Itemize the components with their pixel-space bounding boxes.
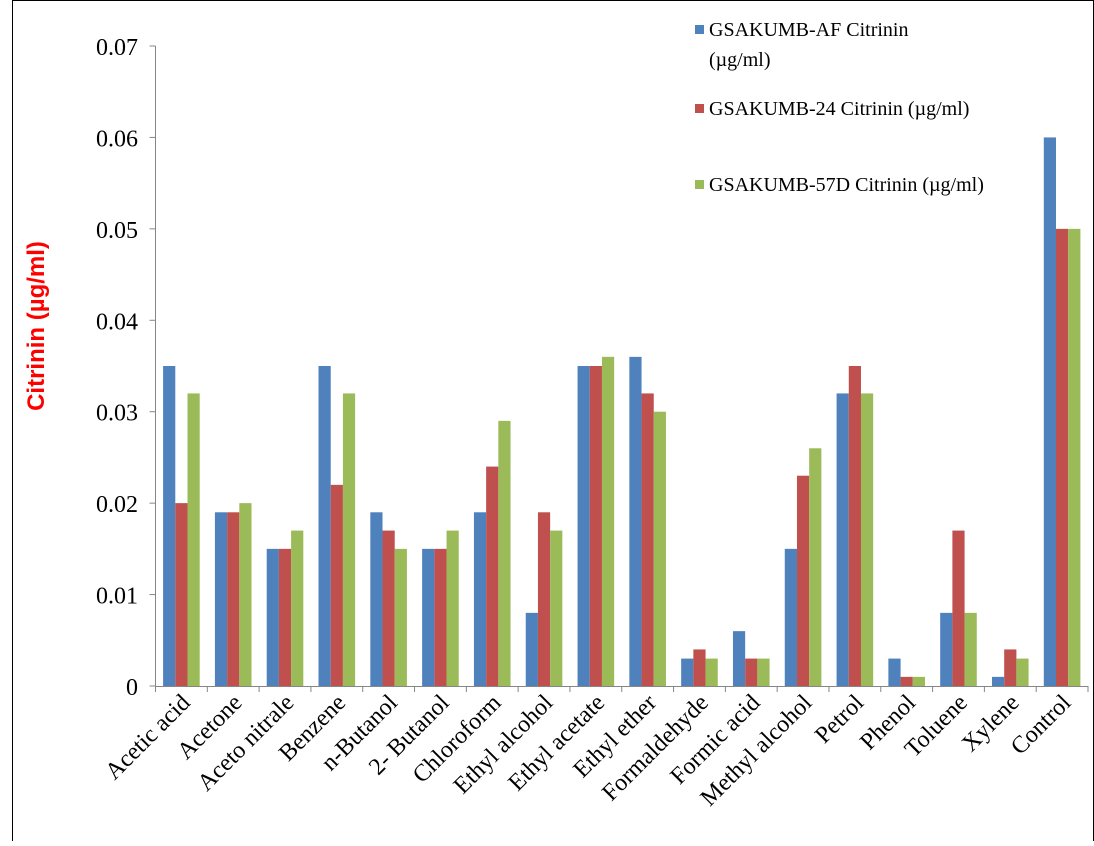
bar [836, 393, 849, 686]
bar [342, 393, 356, 686]
bar [175, 503, 188, 686]
legend-label: (µg/ml) [709, 49, 771, 71]
legend-label: GSAKUMB-24 Citrinin (µg/ml) [709, 98, 969, 120]
y-tick-label: 0.05 [96, 218, 138, 244]
bar [187, 393, 200, 686]
bar [641, 393, 654, 686]
bar [952, 530, 965, 686]
bar [681, 658, 694, 686]
bar [1016, 658, 1029, 686]
legend-label: GSAKUMB-AF Citrinin [709, 19, 908, 41]
bar [278, 548, 292, 686]
bar [266, 548, 279, 686]
bar [848, 366, 861, 686]
bar [330, 484, 343, 686]
bar [525, 612, 538, 686]
axes-layer [149, 45, 1089, 692]
y-tick-label: 0.04 [96, 309, 138, 335]
legend-swatch [695, 180, 704, 189]
bar [912, 676, 925, 686]
bar [370, 512, 383, 686]
bar [784, 548, 797, 686]
bar [239, 503, 252, 686]
bar [900, 676, 913, 686]
y-tick-label: 0.06 [96, 126, 138, 152]
bar [589, 366, 602, 686]
bar [473, 512, 487, 686]
bar [318, 366, 331, 686]
bar [991, 676, 1005, 686]
bar [394, 548, 407, 686]
bar [1004, 649, 1017, 686]
bar [498, 420, 511, 686]
bar [422, 548, 435, 686]
y-tick-label: 0.07 [96, 35, 138, 61]
y-axis-title: Citrinin (µg/ml) [23, 241, 50, 411]
bar [757, 658, 770, 686]
bar [577, 366, 590, 686]
y-tick-labels: 0 0.01 0.02 0.03 0.04 0.05 0.06 0.07 [96, 35, 138, 701]
legend-swatch [695, 104, 704, 113]
bar [601, 356, 615, 686]
bar [860, 393, 874, 686]
y-tick-label: 0.02 [96, 492, 138, 518]
bar [888, 658, 901, 686]
bar [1068, 228, 1081, 687]
bar [964, 612, 977, 686]
y-tick-label: 0.01 [96, 584, 138, 610]
bar [486, 466, 499, 686]
bar [1043, 137, 1056, 686]
bar [163, 366, 176, 686]
legend: GSAKUMB-AF Citrinin (µg/ml) GSAKUMB-24 Cit… [695, 19, 984, 196]
y-tick-label: 0.03 [96, 401, 138, 427]
bar [1056, 228, 1069, 687]
bar [537, 512, 551, 686]
bar [382, 530, 395, 686]
bar [214, 512, 228, 686]
bar [940, 612, 953, 686]
legend-swatch [695, 25, 704, 34]
bar [550, 530, 563, 686]
bar [745, 658, 758, 686]
y-tick-label: 0 [126, 675, 138, 701]
bar [446, 530, 459, 686]
bars-layer [163, 137, 1081, 687]
bar [796, 475, 810, 686]
bar [434, 548, 447, 686]
bar [629, 356, 642, 686]
bar [732, 631, 746, 686]
bar [809, 448, 822, 686]
bar [693, 649, 706, 686]
bar [227, 512, 240, 686]
bar [653, 411, 666, 686]
bar [705, 658, 718, 686]
bar [291, 530, 304, 686]
legend-label: GSAKUMB-57D Citrinin (µg/ml) [709, 174, 984, 196]
